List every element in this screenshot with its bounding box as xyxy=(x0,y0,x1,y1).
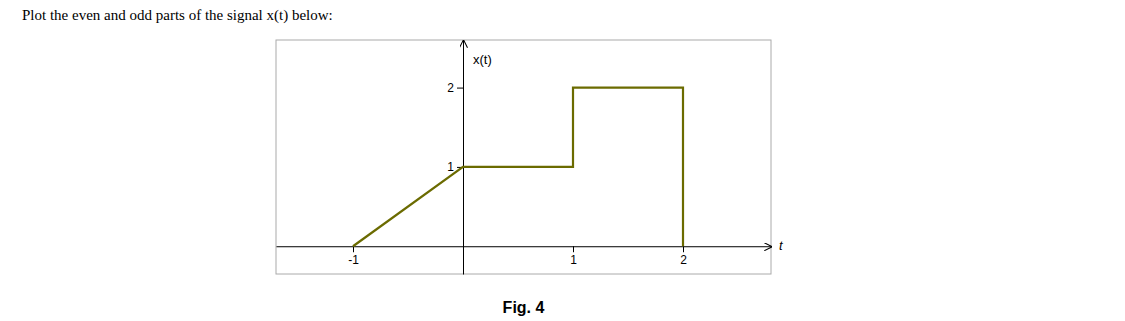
header: Plot the even and odd parts of the signa… xyxy=(22,7,333,24)
series-group xyxy=(353,88,683,247)
x-tick-label: -1 xyxy=(348,253,359,267)
x-tick-label: 1 xyxy=(570,253,577,267)
y-tick-mark xyxy=(457,88,463,89)
y-tick-label: 1 xyxy=(447,160,454,174)
x-axis-label: t xyxy=(779,238,784,253)
x-tick-mark xyxy=(573,246,574,252)
x-tick: 2 xyxy=(680,246,687,267)
x-axis-line xyxy=(277,246,772,247)
x-tick-label: 2 xyxy=(680,253,687,267)
y-axis: 12 xyxy=(447,41,463,275)
x-tick: -1 xyxy=(348,246,359,267)
x-tick-mark xyxy=(683,246,684,252)
signal-line xyxy=(353,88,683,247)
plot-area: -11212x(t)t xyxy=(276,40,784,275)
y-axis-line xyxy=(463,41,464,275)
x-tick-mark xyxy=(353,246,354,252)
title: x(t) xyxy=(473,52,492,67)
plot-frame xyxy=(276,40,771,274)
x-axis: -1 1 2 xyxy=(277,246,772,267)
caption: Fig. 4 xyxy=(503,299,545,316)
y-tick: 2 xyxy=(447,81,463,95)
y-tick-label: 2 xyxy=(447,81,454,95)
x-tick: 1 xyxy=(570,246,577,267)
chart: Plot the even and odd parts of the signa… xyxy=(0,0,1125,321)
